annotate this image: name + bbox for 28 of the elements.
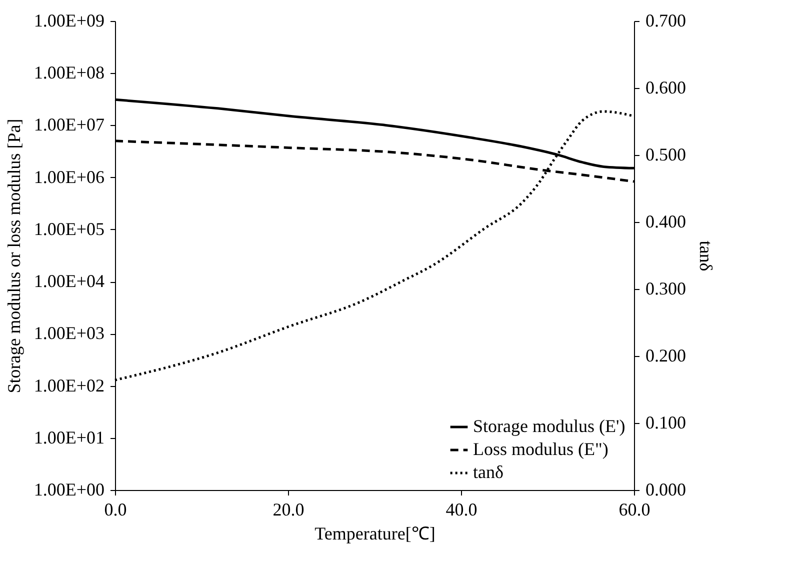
y-tick-label: 1.00E+07 — [34, 114, 104, 135]
y2-tick-label: 0.600 — [646, 78, 686, 98]
x-tick-label: 60.0 — [618, 500, 650, 520]
y-tick-label: 1.00E+06 — [34, 166, 104, 187]
y-tick-label: 1.00E+00 — [34, 480, 104, 500]
y-tick-label: 1.00E+08 — [34, 62, 104, 83]
y-tick-label: 1.00E+05 — [34, 218, 104, 239]
y2-tick-label: 0.300 — [646, 278, 686, 298]
y-tick-label: 1.00E+01 — [34, 427, 104, 448]
y2-tick-label: 0.000 — [646, 480, 686, 500]
y2-tick-label: 0.500 — [646, 144, 686, 164]
y-tick-label: 1.00E+03 — [34, 323, 104, 344]
x-tick-label: 0.0 — [104, 500, 127, 520]
y2-tick-label: 0.700 — [646, 10, 686, 30]
x-tick-label: 20.0 — [272, 500, 304, 520]
y-tick-label: 1.00E+09 — [34, 10, 104, 30]
x-axis-title: Temperature[℃] — [314, 524, 436, 544]
legend-label: tanδ — [473, 462, 504, 482]
y2-axis-title: tanδ — [696, 240, 716, 272]
legend-label: Storage modulus (E') — [473, 416, 626, 436]
y-tick-label: 1.00E+04 — [34, 271, 104, 292]
y2-tick-label: 0.100 — [646, 412, 686, 432]
y-tick-label: 1.00E+02 — [34, 375, 104, 396]
legend-label: Loss modulus (E") — [473, 439, 608, 459]
y-axis-title: Storage modulus or loss modulus [Pa] — [4, 118, 24, 394]
y2-tick-label: 0.200 — [646, 346, 686, 366]
x-tick-label: 40.0 — [446, 500, 478, 520]
y2-tick-label: 0.400 — [646, 212, 686, 232]
